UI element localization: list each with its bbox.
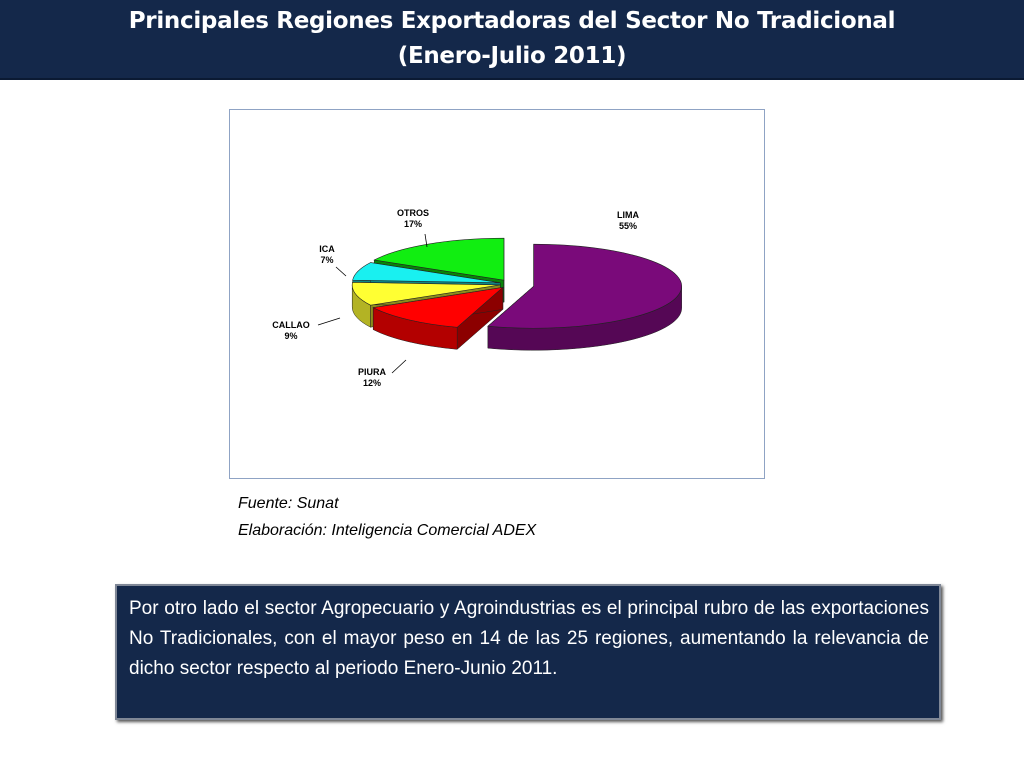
slice-ica-top xyxy=(352,262,501,284)
page-title: Principales Regiones Exportadoras del Se… xyxy=(0,4,1024,74)
label-otros-name: OTROS xyxy=(397,208,429,218)
elaboration-line: Elaboración: Inteligencia Comercial ADEX xyxy=(238,522,537,539)
source-note: Fuente: Sunat Elaboración: Inteligencia … xyxy=(238,490,536,544)
slice-lima xyxy=(487,243,682,351)
slice-otros-top xyxy=(373,237,505,281)
label-ica-name: ICA xyxy=(319,244,335,254)
leader-line-callao xyxy=(317,317,341,326)
label-callao-percent: 9% xyxy=(284,331,297,341)
leader-line-otros xyxy=(424,233,428,248)
label-lima-name: LIMA xyxy=(617,210,639,220)
title-bar: Principales Regiones Exportadoras del Se… xyxy=(0,0,1024,80)
label-piura-name: PIURA xyxy=(358,367,387,377)
slice-piura-top xyxy=(372,286,504,328)
source-line: Fuente: Sunat xyxy=(238,495,339,512)
label-lima-percent: 55% xyxy=(619,221,637,231)
title-line-1: Principales Regiones Exportadoras del Se… xyxy=(128,8,896,34)
label-piura-percent: 12% xyxy=(363,378,381,388)
commentary-text: Por otro lado el sector Agropecuario y A… xyxy=(129,598,929,679)
commentary-box: Por otro lado el sector Agropecuario y A… xyxy=(115,584,941,720)
label-otros-percent: 17% xyxy=(404,219,422,229)
slice-callao-top xyxy=(351,282,501,306)
slice-piura xyxy=(372,286,504,350)
title-line-2: (Enero-Julio 2011) xyxy=(397,43,627,69)
leader-line-piura xyxy=(391,359,407,374)
slice-lima-top xyxy=(487,243,682,329)
leader-line-ica xyxy=(335,266,347,277)
chart-frame: LIMA 55% PIURA 12% CALLAO 9% ICA 7% OTROS 17% xyxy=(229,109,765,479)
label-callao-name: CALLAO xyxy=(272,320,310,330)
label-ica-percent: 7% xyxy=(320,255,333,265)
